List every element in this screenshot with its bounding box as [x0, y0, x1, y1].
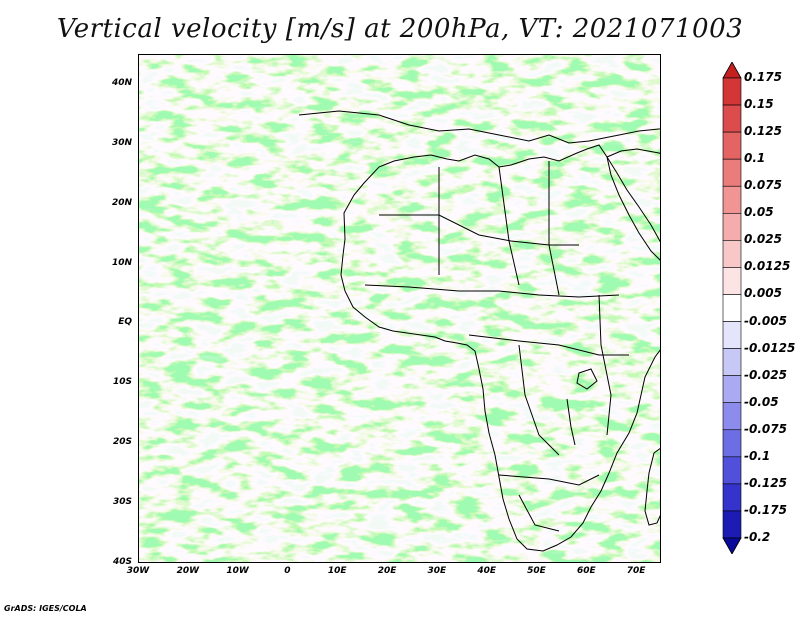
lon-tick-label: 50E — [527, 566, 546, 576]
lat-tick-label: 20S — [112, 437, 132, 448]
border-sahara-3 — [498, 166, 520, 286]
colorbar-tick-label: 0.15 — [744, 97, 774, 112]
lat-tick-label: 30N — [111, 137, 132, 148]
colorbar-segment — [722, 212, 742, 241]
colorbar-segment — [722, 375, 742, 404]
colorbar-segment — [722, 267, 742, 295]
velocity-field-map — [139, 55, 660, 562]
colorbar-segment — [722, 483, 742, 512]
lon-tick-label: 40E — [477, 566, 496, 576]
lon-tick-label: 20E — [377, 566, 397, 576]
grads-credit: GrADS: IGES/COLA — [4, 604, 87, 613]
colorbar-tick-label: 0.075 — [744, 178, 782, 193]
lon-tick-label: 70E — [626, 566, 646, 576]
border-central-2 — [518, 344, 560, 456]
colorbar-tick-label: 0.175 — [744, 70, 782, 84]
lon-tick-label: 20W — [176, 566, 200, 576]
colorbar-segment — [722, 240, 742, 268]
colorbar-tick-label: -0.005 — [744, 313, 787, 328]
colorbar-tick-label: 0.025 — [744, 232, 782, 247]
coastline-borders — [298, 110, 660, 552]
colorbar-segment — [722, 294, 742, 322]
africa-coastline — [340, 144, 660, 552]
border-sahel — [364, 284, 620, 298]
lon-tick-label: 10E — [327, 566, 347, 576]
lat-tick-label: 20N — [111, 197, 132, 208]
colorbar-segment — [722, 158, 742, 187]
colorbar-segment — [722, 456, 742, 485]
madagascar-coastline — [644, 448, 660, 526]
colorbar-segment — [722, 104, 742, 133]
lon-tick-label: 30W — [126, 566, 150, 576]
lake-victoria — [576, 368, 598, 390]
lon-tick-label: 30E — [427, 566, 447, 576]
colorbar-tick-label: -0.025 — [744, 367, 787, 382]
colorbar-segment — [722, 429, 742, 458]
colorbar-tick-label: -0.0125 — [744, 340, 796, 355]
border-south — [498, 474, 600, 486]
lat-tick-label: EQ — [118, 317, 132, 328]
colorbar-segment — [722, 402, 742, 431]
colorbar-tick-label: -0.125 — [744, 475, 787, 490]
colorbar-tick-label: 0.1 — [744, 151, 766, 166]
lat-tick-label: 10N — [111, 257, 132, 268]
border-south-2 — [518, 494, 560, 532]
colorbar-tick-label: 0.005 — [744, 286, 782, 301]
colorbar-segment — [722, 185, 742, 214]
chart-title: Vertical velocity [m/s] at 200hPa, VT: 2… — [56, 14, 744, 44]
colorbar-segment — [722, 348, 742, 376]
colorbar-tick-label: -0.075 — [744, 421, 787, 436]
colorbar-tick-label: 0.125 — [744, 124, 782, 139]
colorbar-tick-label: -0.2 — [744, 530, 771, 544]
arabia-coastline — [606, 148, 660, 261]
colorbar-tick-label: 0.05 — [744, 205, 774, 220]
europe-coastline — [298, 110, 660, 144]
lon-tick-label: 10W — [226, 566, 249, 576]
colorbar-bottom-arrow — [722, 537, 742, 554]
colorbar-segment — [722, 77, 742, 106]
velocity-streaks — [139, 55, 660, 562]
colorbar-tick-label: -0.175 — [744, 502, 787, 517]
lat-tick-label: 40N — [111, 77, 132, 88]
colorbar-segment — [722, 321, 742, 349]
colorbar-tick-label: -0.1 — [744, 448, 771, 463]
border-central — [468, 334, 629, 356]
lat-tick-label: 30S — [112, 497, 132, 508]
colorbar-top-arrow — [722, 62, 742, 79]
colorbar — [722, 62, 742, 554]
colorbar-tick-label: 0.0125 — [744, 259, 791, 274]
colorbar-segment — [722, 131, 742, 160]
lake-tanganyika — [566, 398, 576, 446]
lat-tick-label: 40S — [112, 557, 132, 567]
border-sahara-1 — [379, 214, 579, 246]
border-sahara-4 — [548, 161, 560, 296]
lat-tick-label: 10S — [112, 377, 132, 388]
map-plot-area — [138, 54, 661, 563]
border-east — [598, 294, 612, 436]
colorbar-tick-label: -0.05 — [744, 394, 779, 409]
colorbar-segment — [722, 510, 742, 539]
lon-tick-label: 60E — [576, 566, 596, 576]
lon-tick-label: 0 — [284, 566, 291, 576]
